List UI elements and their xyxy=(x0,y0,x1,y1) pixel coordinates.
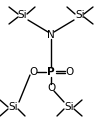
Text: Si: Si xyxy=(64,102,74,112)
Text: O: O xyxy=(47,83,55,93)
Text: P: P xyxy=(47,67,55,77)
Text: O: O xyxy=(29,67,37,77)
Text: O: O xyxy=(65,67,73,77)
Text: N: N xyxy=(47,30,55,40)
Text: Si: Si xyxy=(17,10,27,20)
Text: Si: Si xyxy=(75,10,85,20)
Text: Si: Si xyxy=(8,102,18,112)
